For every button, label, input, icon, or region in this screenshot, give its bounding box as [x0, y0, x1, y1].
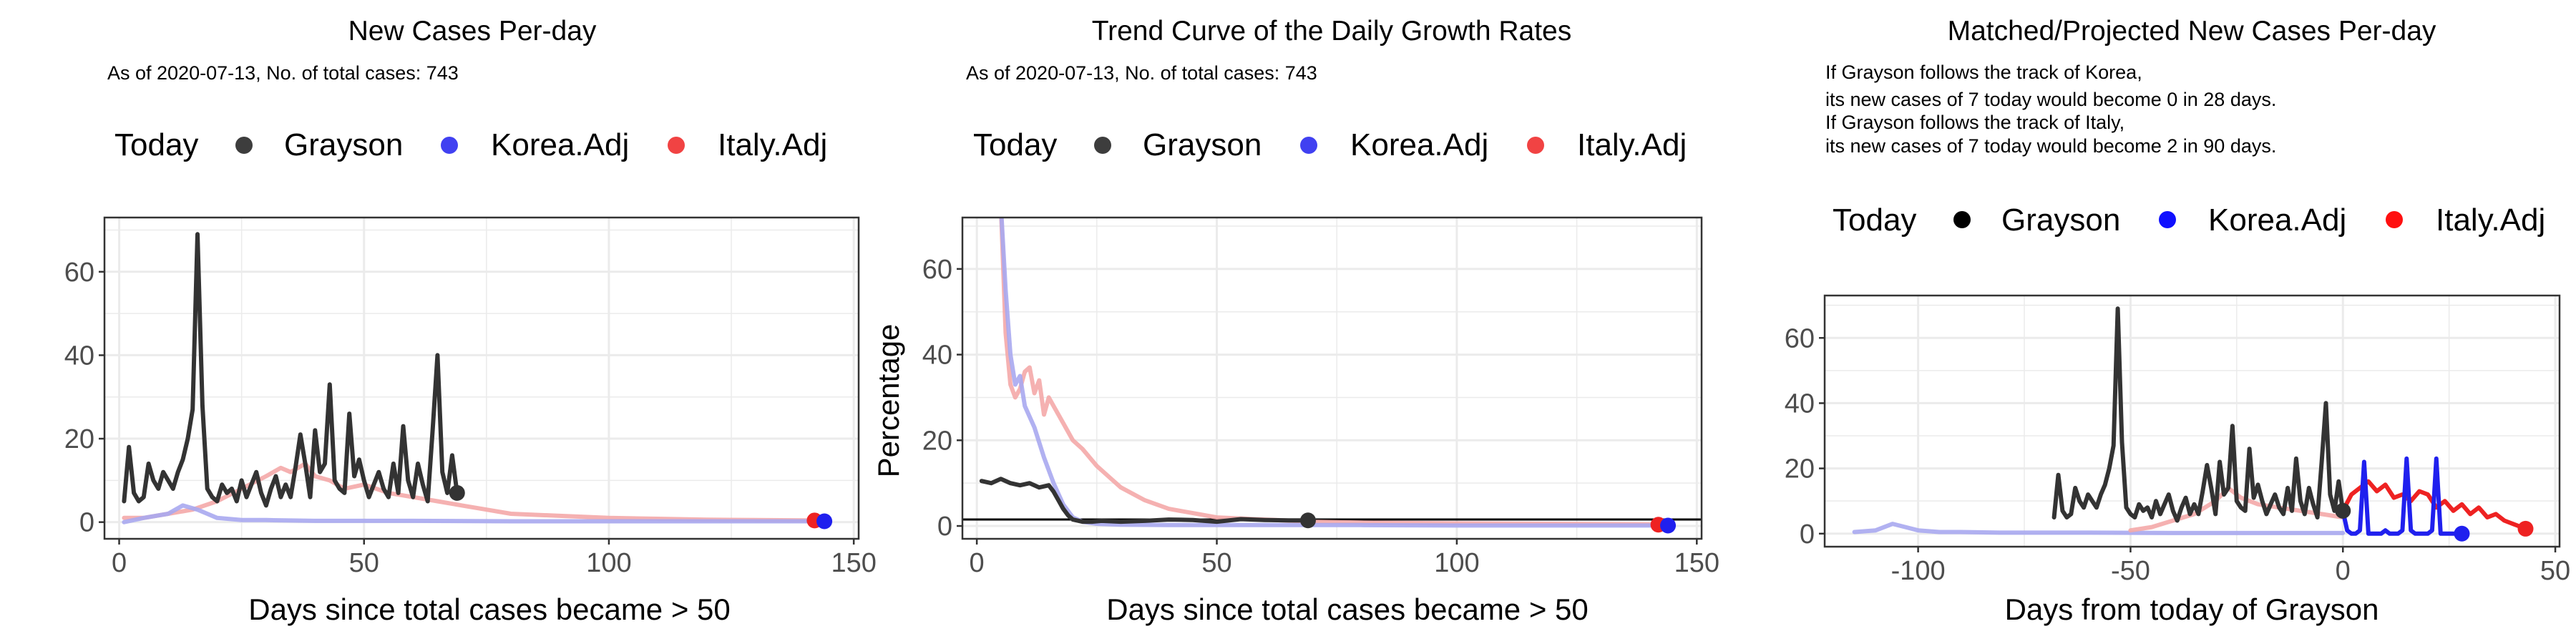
- legend-key-korea: [441, 137, 458, 154]
- chart-subtitle: As of 2020-07-13, No. of total cases: 74…: [107, 62, 459, 84]
- series-line-italy: [2341, 479, 2528, 530]
- y-axis-label: Percentage: [872, 324, 905, 478]
- panel-border: [961, 216, 1703, 540]
- legend: Today Grayson Korea.Adj Italy.Adj: [973, 127, 1687, 162]
- endpoint-marker-grayson: [2335, 502, 2351, 519]
- subtitle-line: its new cases of 7 today would become 0 …: [1825, 89, 2276, 110]
- x-axis-label: Days since total cases became > 50: [248, 592, 731, 626]
- series-line-korea: [2341, 456, 2464, 536]
- y-tick-label: 60: [922, 255, 952, 285]
- y-tick-label: 20: [922, 426, 952, 456]
- y-tick-label: 0: [79, 508, 94, 538]
- x-axis-label: Days since total cases became > 50: [1106, 592, 1589, 626]
- legend-label-grayson: Grayson: [2001, 203, 2120, 238]
- endpoint-marker-grayson: [1299, 512, 1316, 529]
- x-tick-label: -100: [1891, 556, 1946, 586]
- x-tick-label: 150: [831, 548, 876, 578]
- legend-label-italy: Italy.Adj: [2436, 203, 2545, 238]
- plot-area: 0 50 100 150 0 20 40 60: [922, 216, 1719, 578]
- y-tick-label: 60: [1785, 323, 1815, 353]
- legend-label-korea: Korea.Adj: [1350, 127, 1488, 162]
- y-tick-label: 20: [1785, 454, 1815, 484]
- y-tick-label: 20: [64, 424, 94, 454]
- legend-label-korea: Korea.Adj: [491, 127, 629, 162]
- x-tick-label: 150: [1674, 548, 1719, 578]
- y-tick-label: 40: [64, 341, 94, 371]
- x-tick-label: 0: [970, 548, 985, 578]
- series-line-korea: [122, 503, 827, 525]
- subtitle-line: its new cases of 7 today would become 2 …: [1825, 135, 2276, 157]
- legend-key-grayson: [235, 137, 253, 154]
- chart-subtitle: If Grayson follows the track of Korea, i…: [1825, 62, 2282, 157]
- endpoint-marker-italy: [2517, 520, 2534, 537]
- legend: Today Grayson Korea.Adj Italy.Adj: [114, 127, 827, 162]
- legend-label-grayson: Grayson: [284, 127, 403, 162]
- series-group: [122, 232, 827, 525]
- legend-key-korea: [2159, 211, 2176, 228]
- chart-title: New Cases Per-day: [348, 16, 597, 47]
- chart-title: Trend Curve of the Daily Growth Rates: [1092, 16, 1571, 47]
- legend-label-korea: Korea.Adj: [2208, 203, 2346, 238]
- series-group: [962, 218, 1702, 528]
- legend-title: Today: [114, 127, 198, 162]
- legend-title: Today: [973, 127, 1057, 162]
- y-tick-label: 40: [922, 341, 952, 371]
- chart-title: Matched/Projected New Cases Per-day: [1948, 16, 2436, 47]
- x-tick-label: 100: [586, 548, 631, 578]
- chart-subtitle: As of 2020-07-13, No. of total cases: 74…: [966, 62, 1317, 84]
- x-tick-label: 0: [2336, 556, 2351, 586]
- series-line-grayson: [2051, 306, 2346, 523]
- x-tick-label: 50: [349, 548, 379, 578]
- x-tick-label: 50: [2540, 556, 2570, 586]
- endpoint-marker-korea: [816, 513, 833, 530]
- legend-key-italy: [1527, 137, 1544, 154]
- legend-label-grayson: Grayson: [1143, 127, 1262, 162]
- series-line-korea: [999, 218, 1670, 528]
- legend-key-italy: [668, 137, 685, 154]
- subtitle-line: If Grayson follows the track of Korea,: [1825, 62, 2142, 83]
- legend-label-italy: Italy.Adj: [718, 127, 827, 162]
- legend-key-grayson: [1953, 211, 1971, 228]
- chart-panel-3: Matched/Projected New Cases Per-day If G…: [1785, 16, 2570, 626]
- x-tick-label: 0: [112, 548, 127, 578]
- x-tick-label: 50: [1201, 548, 1231, 578]
- legend-key-grayson: [1094, 137, 1111, 154]
- y-tick-label: 60: [64, 258, 94, 288]
- legend-label-italy: Italy.Adj: [1577, 127, 1687, 162]
- y-tick-label: 0: [1800, 519, 1815, 550]
- series-line-grayson: [122, 232, 459, 508]
- subtitle-line: If Grayson follows the track of Italy,: [1825, 112, 2124, 133]
- endpoint-marker-korea: [1660, 517, 1677, 534]
- series-line-grayson: [979, 477, 1310, 525]
- chart-panel-1: New Cases Per-day As of 2020-07-13, No. …: [64, 16, 877, 626]
- x-tick-label: 100: [1434, 548, 1479, 578]
- endpoint-marker-korea: [2454, 525, 2470, 542]
- panel-border: [103, 216, 860, 540]
- series-line-italy: [999, 218, 1661, 527]
- y-tick-label: 40: [1785, 389, 1815, 419]
- legend-key-italy: [2386, 211, 2403, 228]
- y-tick-label: 0: [937, 512, 952, 542]
- legend: Today Grayson Korea.Adj Italy.Adj: [1833, 203, 2545, 238]
- x-tick-label: -50: [2111, 556, 2150, 586]
- series-group: [1852, 306, 2528, 536]
- chart-panel-2: Trend Curve of the Daily Growth Rates As…: [872, 16, 1719, 626]
- endpoint-marker-grayson: [449, 484, 465, 501]
- x-axis-label: Days from today of Grayson: [2005, 592, 2379, 626]
- legend-title: Today: [1833, 203, 1916, 238]
- panel-border: [1823, 294, 2561, 548]
- plot-area: 0 50 100 150 0 20 40 60: [64, 216, 877, 578]
- plot-area: -100 -50 0 50 0 20 40 60: [1785, 294, 2570, 586]
- series-line-korea: [1852, 522, 2346, 535]
- legend-key-korea: [1300, 137, 1317, 154]
